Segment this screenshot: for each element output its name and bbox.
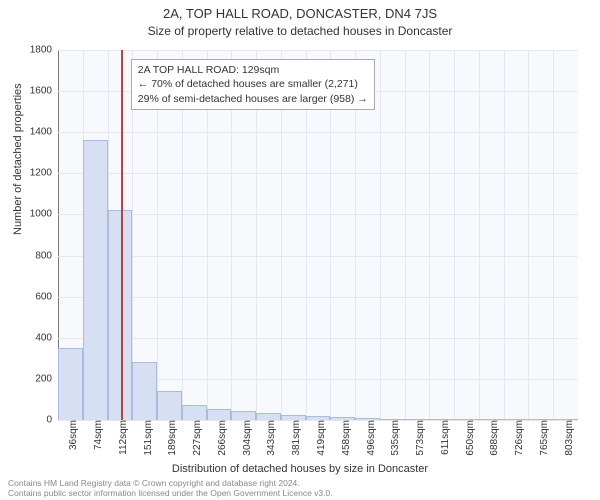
x-tick-label: 765sqm <box>535 420 550 456</box>
footer-line-2: Contains public sector information licen… <box>8 488 333 498</box>
y-tick-label: 600 <box>35 291 58 302</box>
property-marker-line <box>121 50 123 420</box>
x-tick-label: 74sqm <box>89 420 104 450</box>
x-tick-label: 189sqm <box>163 420 178 456</box>
x-tick-label: 151sqm <box>139 420 154 456</box>
gridline-h <box>58 173 578 174</box>
x-tick-label: 36sqm <box>64 420 79 450</box>
x-tick-label: 611sqm <box>436 420 451 455</box>
gridline-v <box>553 50 554 420</box>
y-tick-label: 800 <box>35 250 58 261</box>
histogram-bar <box>182 405 207 420</box>
histogram-bar <box>132 362 157 420</box>
y-axis-label: Number of detached properties <box>12 83 24 235</box>
y-tick-label: 200 <box>35 373 58 384</box>
gridline-h <box>58 132 578 133</box>
y-tick-label: 0 <box>46 415 58 426</box>
histogram-bar <box>207 409 232 420</box>
y-tick-label: 1800 <box>30 45 58 56</box>
x-tick-label: 381sqm <box>287 420 302 456</box>
x-tick-label: 650sqm <box>461 420 476 456</box>
gridline-h <box>58 338 578 339</box>
gridline-v <box>380 50 381 420</box>
histogram-bar <box>231 411 256 420</box>
footer-attribution: Contains HM Land Registry data © Crown c… <box>8 478 333 498</box>
x-tick-label: 688sqm <box>485 420 500 456</box>
page-subtitle: Size of property relative to detached ho… <box>0 21 600 38</box>
info-line-1: 2A TOP HALL ROAD: 129sqm <box>138 63 368 77</box>
y-tick-label: 400 <box>35 332 58 343</box>
x-tick-label: 496sqm <box>362 420 377 456</box>
histogram-bar <box>157 391 182 420</box>
x-tick-label: 419sqm <box>312 420 327 456</box>
x-tick-label: 726sqm <box>510 420 525 456</box>
y-tick-label: 1000 <box>30 209 58 220</box>
gridline-v <box>454 50 455 420</box>
footer-line-1: Contains HM Land Registry data © Crown c… <box>8 478 333 488</box>
gridline-h <box>58 297 578 298</box>
gridline-v <box>429 50 430 420</box>
histogram-bar <box>83 140 108 420</box>
gridline-h <box>58 50 578 51</box>
x-tick-label: 458sqm <box>337 420 352 456</box>
x-tick-label: 343sqm <box>262 420 277 456</box>
gridline-v <box>504 50 505 420</box>
x-axis-label: Distribution of detached houses by size … <box>0 463 600 475</box>
histogram-bar <box>58 348 83 420</box>
x-tick-label: 573sqm <box>411 420 426 456</box>
x-tick-label: 112sqm <box>114 420 129 455</box>
x-tick-label: 227sqm <box>188 420 203 456</box>
gridline-h <box>58 214 578 215</box>
gridline-v <box>528 50 529 420</box>
property-info-box: 2A TOP HALL ROAD: 129sqm← 70% of detache… <box>131 59 375 110</box>
info-line-3: 29% of semi-detached houses are larger (… <box>138 92 368 106</box>
page-title: 2A, TOP HALL ROAD, DONCASTER, DN4 7JS <box>0 0 600 21</box>
histogram-chart: 02004006008001000120014001600180036sqm74… <box>58 50 578 420</box>
x-tick-label: 266sqm <box>213 420 228 456</box>
info-line-2: ← 70% of detached houses are smaller (2,… <box>138 77 368 91</box>
gridline-v <box>479 50 480 420</box>
y-tick-label: 1200 <box>30 168 58 179</box>
histogram-bar <box>108 210 133 420</box>
plot-area: 02004006008001000120014001600180036sqm74… <box>58 50 578 420</box>
y-tick-label: 1400 <box>30 127 58 138</box>
x-tick-label: 535sqm <box>386 420 401 456</box>
y-tick-label: 1600 <box>30 86 58 97</box>
gridline-h <box>58 256 578 257</box>
x-tick-label: 803sqm <box>560 420 575 456</box>
gridline-v <box>405 50 406 420</box>
x-tick-label: 304sqm <box>238 420 253 456</box>
